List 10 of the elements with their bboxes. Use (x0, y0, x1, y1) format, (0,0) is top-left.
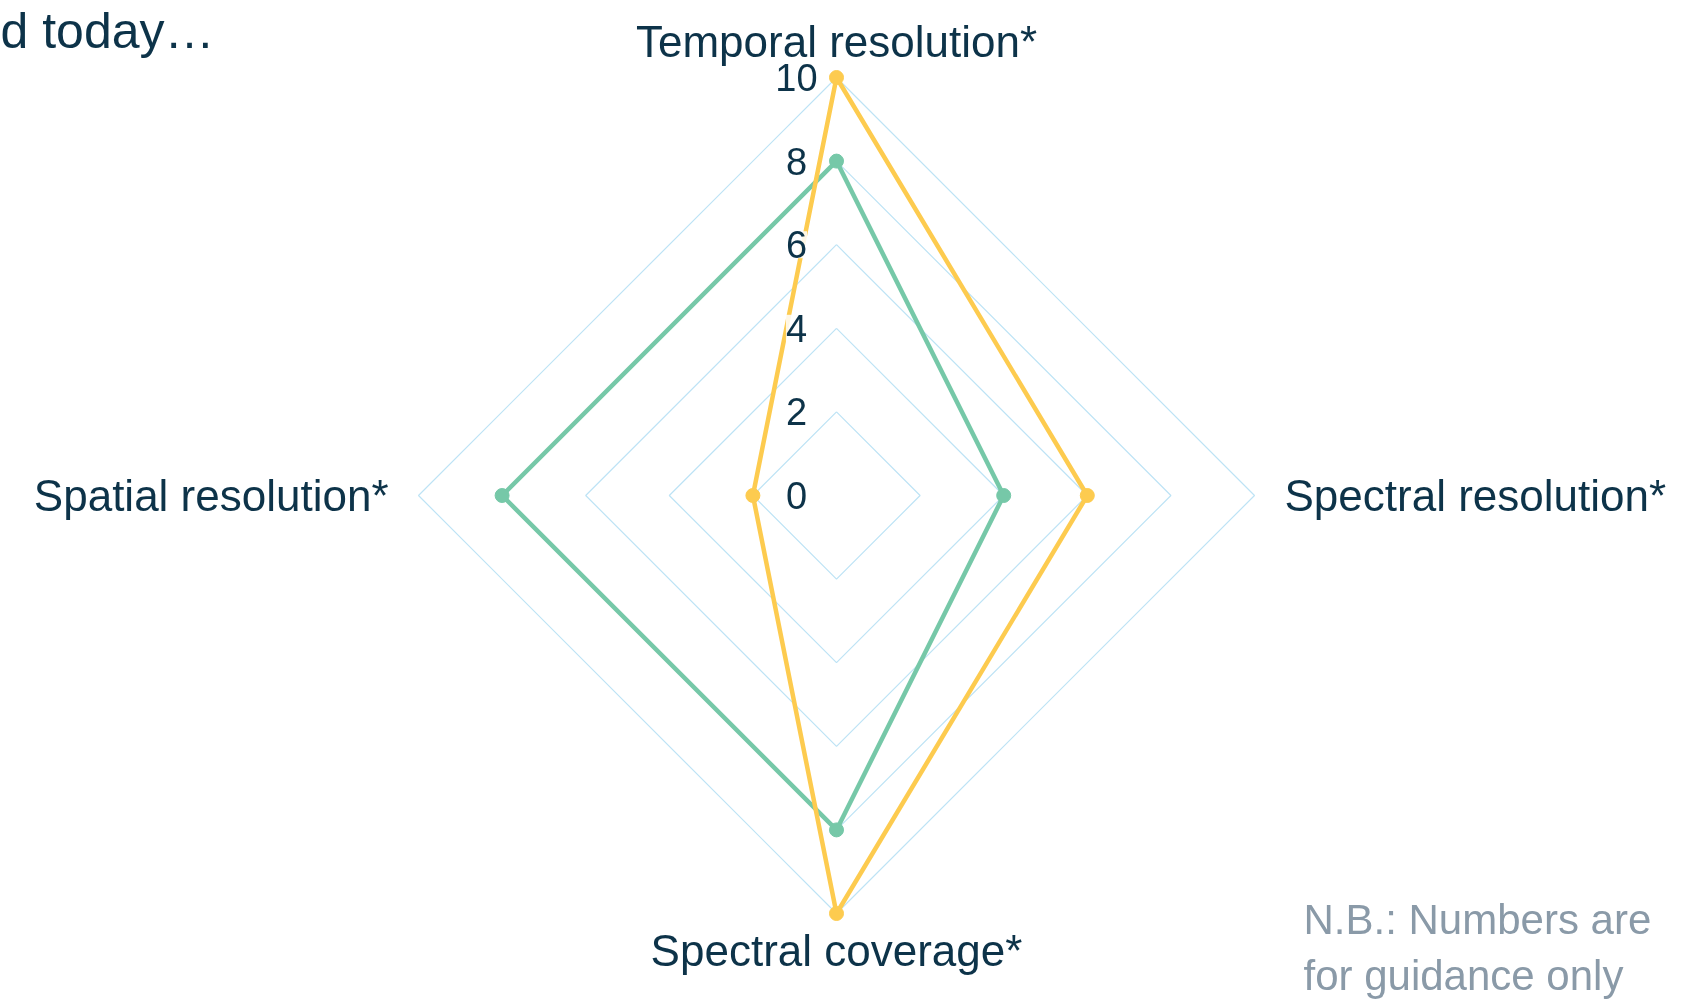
y-tick-label: 4 (785, 307, 808, 350)
spoke-label: Spectral resolution* (1284, 471, 1667, 520)
y-tick-label: 0 (785, 475, 808, 517)
y-tick-label: 8 (785, 140, 808, 183)
text: N.B.: Numbers are for guidance only (1303, 895, 1652, 999)
y-tick-label: 2 (785, 391, 808, 434)
chart-title: d today… (0, 2, 215, 59)
spoke-label: Spectral coverage* (650, 925, 1023, 975)
y-tick-label: 6 (785, 224, 808, 267)
spoke-label: Spatial resolution* (33, 471, 389, 520)
